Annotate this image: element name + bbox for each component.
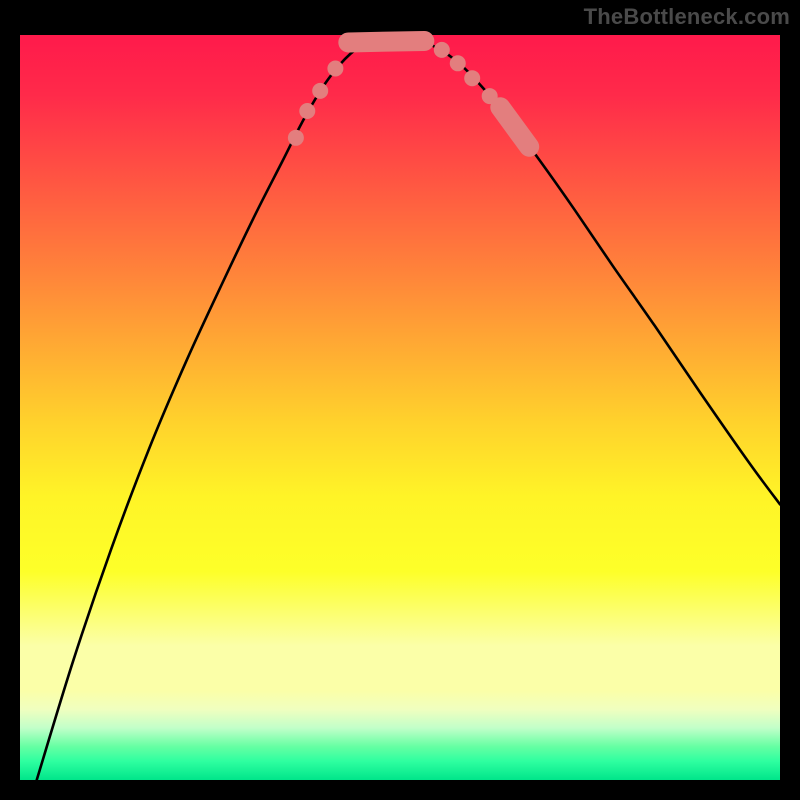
bead-point-5 bbox=[450, 55, 466, 71]
bead-point-1 bbox=[299, 103, 315, 119]
bead-point-2 bbox=[312, 83, 328, 99]
bottleneck-chart bbox=[0, 0, 800, 800]
bead-point-4 bbox=[434, 42, 450, 58]
bead-point-6 bbox=[464, 70, 480, 86]
bead-point-7 bbox=[482, 88, 498, 104]
bead-point-3 bbox=[327, 61, 343, 77]
gradient-background bbox=[20, 35, 780, 780]
bead-point-0 bbox=[288, 130, 304, 146]
bead-capsule-0 bbox=[348, 41, 424, 42]
watermark-text: TheBottleneck.com bbox=[584, 4, 790, 30]
